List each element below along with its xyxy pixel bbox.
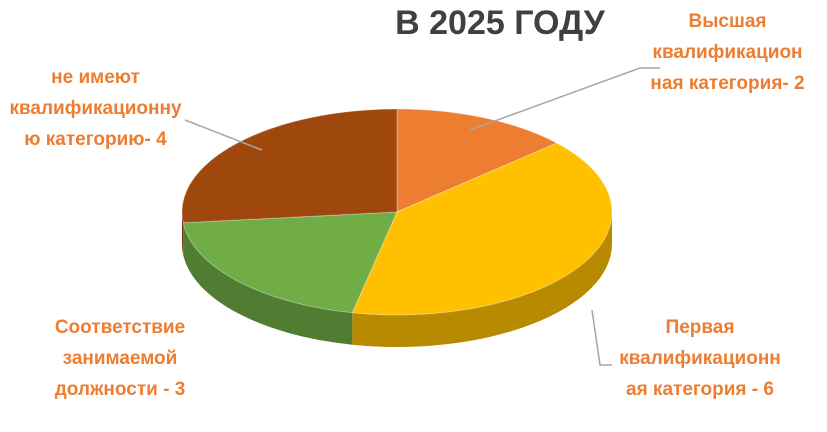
leader-line — [184, 119, 263, 151]
slice-side — [182, 212, 184, 255]
slice-side — [183, 222, 353, 345]
slice-top — [181, 108, 398, 224]
leader-line — [469, 67, 660, 131]
data-label: Соответствие занимаемой должности - 3 — [54, 317, 186, 400]
slice — [396, 108, 558, 213]
slice-top — [351, 142, 613, 316]
data-label: не имеют квалификационную категорию- 4 — [9, 67, 182, 150]
data-label: Первая квалификационная категория - 6 — [619, 317, 781, 400]
slice-top — [182, 211, 398, 314]
leader-line — [591, 309, 612, 366]
slice-top — [396, 108, 558, 213]
data-label: Высшая квалификационная категория- 2 — [650, 11, 805, 94]
slice — [351, 142, 613, 348]
slice — [182, 211, 398, 345]
slice-side — [352, 212, 612, 348]
pie — [181, 108, 613, 348]
slice — [181, 108, 398, 255]
chart-title: В 2025 ГОДУ — [395, 4, 605, 42]
